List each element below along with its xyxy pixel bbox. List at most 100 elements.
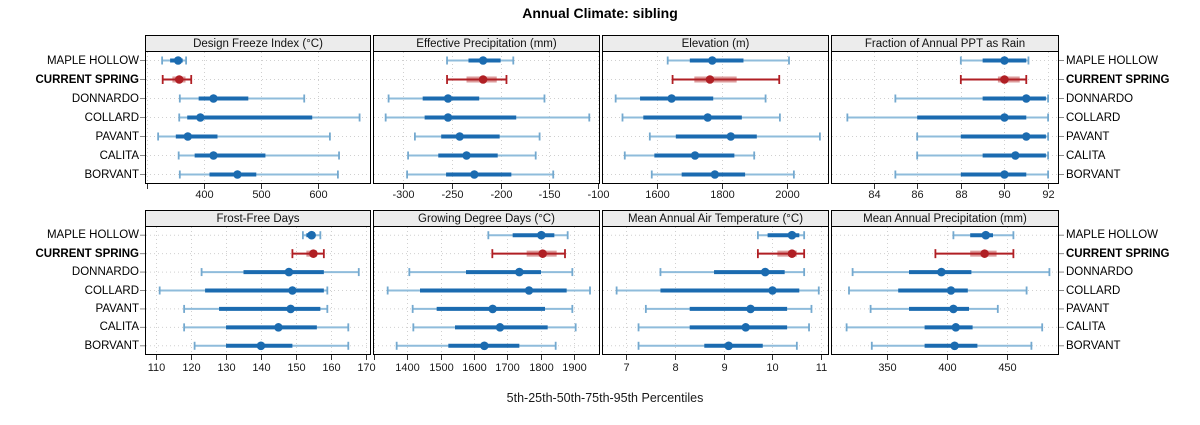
median-dot [768, 286, 777, 295]
strip-title-elevation: Elevation (m) [681, 38, 750, 50]
series-fraction-annual-ppt-as-rain [846, 113, 1049, 122]
panel-frost-free-days [140, 210, 371, 360]
panel-growing-degree-days [373, 210, 600, 360]
x-tick-label: -150 [538, 189, 561, 201]
x-tick-label: 450 [998, 362, 1017, 374]
median-dot [233, 170, 242, 179]
median-dot [538, 249, 547, 258]
x-tick-label: 8 [672, 362, 679, 374]
median-dot [746, 304, 755, 314]
x-tick-label: 140 [252, 362, 271, 374]
x-tick-label: 1400 [395, 362, 420, 374]
x-tick-label: 9 [721, 362, 728, 374]
series-mean-annual-precipitation [870, 341, 1033, 351]
x-tick-label: -250 [441, 189, 464, 201]
series-frost-free-days [183, 323, 350, 332]
series-mean-annual-air-temperature [756, 230, 806, 240]
series-growing-degree-days [487, 230, 569, 240]
x-tick-label: 1700 [495, 362, 520, 374]
series-growing-degree-days [386, 286, 591, 295]
highlight-series-design-freeze-index [161, 75, 193, 84]
x-tick-label: 400 [938, 362, 957, 374]
series-mean-annual-air-temperature [637, 341, 798, 351]
series-mean-annual-precipitation [851, 267, 1051, 277]
median-dot [537, 230, 546, 240]
site-label-right-row0: CALITA [1066, 149, 1106, 162]
x-tick-label: -100 [587, 189, 610, 201]
median-dot [307, 230, 316, 240]
median-dot [1000, 113, 1009, 122]
x-tick-label: -200 [490, 189, 513, 201]
median-dot [950, 341, 959, 351]
x-tick-label: 500 [252, 189, 271, 201]
site-label-left-row0: MAPLE HOLLOW [46, 54, 139, 67]
series-design-freeze-index [157, 132, 331, 141]
strip-title-mean-annual-air-temperature: Mean Annual Air Temperature (°C) [627, 213, 804, 225]
series-growing-degree-days [412, 323, 577, 332]
series-elevation [623, 151, 756, 160]
site-label-left-row0: CURRENT SPRING [35, 73, 139, 86]
x-tick-label: 11 [815, 362, 828, 374]
series-mean-annual-air-temperature [637, 323, 810, 332]
site-label-left-row1: PAVANT [95, 302, 139, 315]
site-label-left-row0: DONNARDO [71, 92, 139, 105]
x-tick-label: -300 [392, 189, 415, 201]
strip-title-fraction-annual-ppt-as-rain: Fraction of Annual PPT as Rain [864, 38, 1026, 50]
x-tick-label: 1800 [529, 362, 554, 374]
x-tick-label: 1500 [429, 362, 454, 374]
site-label-left-row0: PAVANT [95, 130, 139, 143]
panel-fraction-annual-ppt-as-rain [831, 35, 1064, 189]
median-dot [209, 151, 218, 160]
series-mean-annual-air-temperature [659, 267, 806, 277]
x-tick-label: 400 [195, 189, 214, 201]
x-tick-label: 150 [287, 362, 306, 374]
median-dot [515, 267, 524, 277]
series-mean-annual-precipitation [845, 323, 1044, 332]
series-frost-free-days [193, 341, 350, 351]
median-dot [455, 132, 465, 141]
site-label-left-row1: BORVANT [84, 339, 139, 352]
median-dot [760, 267, 770, 277]
site-label-left-row0: CALITA [99, 149, 139, 162]
x-tick-label: 600 [309, 189, 328, 201]
highlight-series-fraction-annual-ppt-as-rain [959, 75, 1028, 84]
series-mean-annual-air-temperature [644, 304, 813, 314]
x-tick-label: 10 [766, 362, 779, 374]
highlight-series-mean-annual-air-temperature [756, 249, 806, 259]
series-elevation [648, 132, 821, 141]
site-label-right-row1: BORVANT [1066, 339, 1121, 352]
median-dot [1021, 94, 1031, 103]
median-dot [937, 267, 946, 277]
series-design-freeze-index [178, 94, 306, 103]
series-design-freeze-index [178, 113, 361, 122]
median-dot [724, 341, 733, 351]
median-dot [274, 323, 283, 332]
median-dot [284, 267, 294, 277]
series-effective-precipitation [384, 113, 591, 122]
x-tick-label: 1600 [645, 189, 670, 201]
x-tick-label: 92 [1042, 189, 1055, 201]
median-dot [980, 249, 989, 258]
median-dot [443, 113, 453, 122]
site-label-left-row0: BORVANT [84, 168, 139, 181]
plot-caption: 5th-25th-50th-75th-95th Percentiles [506, 391, 704, 405]
series-frost-free-days [301, 230, 322, 240]
panel-elevation [602, 35, 829, 189]
site-label-left-row1: CALITA [99, 321, 139, 334]
plot-title: Annual Climate: sibling [522, 5, 678, 21]
highlight-series-elevation [671, 75, 781, 84]
median-dot [1000, 75, 1009, 84]
site-label-left-row0: COLLARD [84, 111, 139, 124]
highlight-series-effective-precipitation [446, 75, 508, 84]
x-tick-label: 1900 [562, 362, 587, 374]
series-mean-annual-precipitation [952, 230, 1015, 240]
median-dot [524, 286, 534, 295]
median-dot [1011, 151, 1020, 160]
median-dot [183, 132, 193, 141]
highlight-series-frost-free-days [291, 249, 325, 259]
site-label-left-row1: CURRENT SPRING [35, 247, 139, 260]
median-dot [741, 323, 751, 332]
strip-title-mean-annual-precipitation: Mean Annual Precipitation (mm) [863, 213, 1027, 225]
median-dot [478, 56, 488, 65]
